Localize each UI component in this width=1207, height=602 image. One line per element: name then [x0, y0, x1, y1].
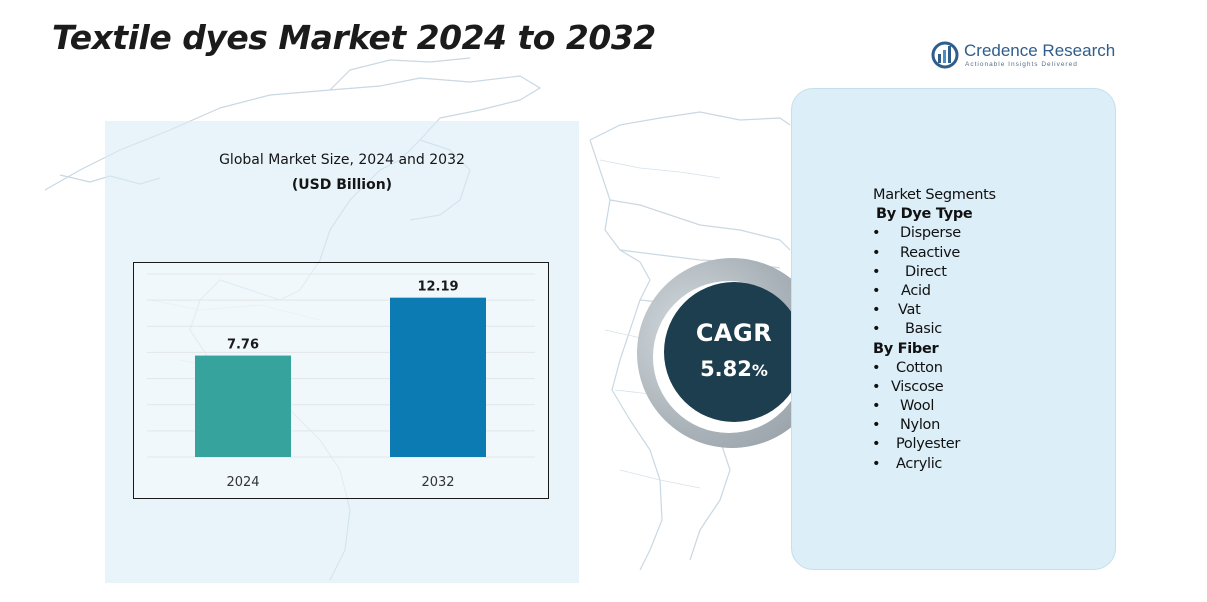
logo-tagline: Actionable Insights Delivered — [965, 61, 1078, 68]
bullet-icon: • — [872, 263, 881, 280]
bullet-icon: • — [872, 244, 881, 261]
segment-group-title: By Fiber — [873, 340, 939, 357]
segment-item-label: Basic — [905, 321, 942, 338]
segment-item-label: Acid — [901, 282, 931, 299]
bullet-icon: • — [872, 398, 881, 415]
cagr-badge: CAGR 5.82% — [664, 282, 804, 422]
logo-name: Credence Research — [964, 41, 1116, 60]
segment-item: • Cotton — [870, 359, 996, 378]
chart-labels: 7.76 2024 12.19 2032 — [226, 280, 458, 490]
segment-item: • Vat — [870, 301, 996, 320]
segment-item-label: Acrylic — [896, 455, 943, 472]
segment-group-title: By Dye Type — [876, 206, 973, 223]
bullet-icon: • — [872, 282, 881, 299]
segment-item: • Viscose — [870, 378, 996, 397]
bullet-icon: • — [872, 436, 881, 453]
cagr-number: 5.82 — [700, 357, 752, 381]
data-label-2024: 7.76 — [227, 338, 259, 353]
bullet-icon: • — [872, 417, 881, 434]
data-label-2032: 12.19 — [417, 280, 458, 295]
cagr-label: CAGR — [695, 319, 773, 347]
bullet-icon: • — [872, 455, 881, 472]
segment-item-label: Cotton — [896, 359, 943, 376]
chart-bars — [195, 297, 486, 457]
x-tick-label-2032: 2032 — [421, 475, 454, 490]
bullet-icon: • — [872, 321, 881, 338]
segment-item-label: Disperse — [900, 225, 961, 242]
segment-item-label: Nylon — [900, 417, 941, 434]
bullet-icon: • — [872, 359, 881, 376]
credence-logo-icon — [931, 41, 959, 69]
segment-item-label: Vat — [898, 302, 921, 319]
chart-subtitle: (USD Billion) — [291, 177, 393, 193]
cagr-value: 5.82% — [664, 357, 804, 381]
segment-item: • Polyester — [870, 435, 996, 454]
bar-2032 — [390, 297, 486, 457]
segment-item: • Acid — [870, 282, 996, 301]
x-tick-label-2024: 2024 — [226, 475, 259, 490]
brand-logo: Credence Research Actionable Insights De… — [931, 40, 1121, 74]
market-segments-list: Market Segments By Dye Type • Disperse • R… — [870, 186, 996, 474]
bullet-icon: • — [872, 378, 881, 395]
segments-heading: Market Segments — [873, 187, 996, 203]
market-size-bar-chart: 7.76 2024 12.19 2032 — [133, 262, 549, 499]
market-segments-box — [791, 88, 1116, 570]
bar-2024 — [195, 355, 291, 457]
segment-item-label: Viscose — [891, 378, 944, 395]
cagr-unit: % — [751, 361, 768, 380]
segment-item-label: Reactive — [900, 244, 961, 261]
segment-item: • Direct — [870, 263, 996, 282]
segment-item: • Acrylic — [870, 455, 996, 474]
page-title: Textile dyes Market 2024 to 2032 — [52, 18, 656, 57]
segment-item: • Disperse — [870, 224, 996, 243]
segment-item-label: Direct — [905, 263, 947, 280]
chart-title: Global Market Size, 2024 and 2032 — [219, 152, 465, 168]
segment-item: • Reactive — [870, 244, 996, 263]
segment-item: • Basic — [870, 320, 996, 339]
segment-item: • Nylon — [870, 416, 996, 435]
bullet-icon: • — [872, 225, 881, 242]
segment-item: • Wool — [870, 397, 996, 416]
segment-item-label: Wool — [900, 398, 935, 415]
segment-item-label: Polyester — [896, 436, 961, 453]
bullet-icon: • — [872, 302, 881, 319]
